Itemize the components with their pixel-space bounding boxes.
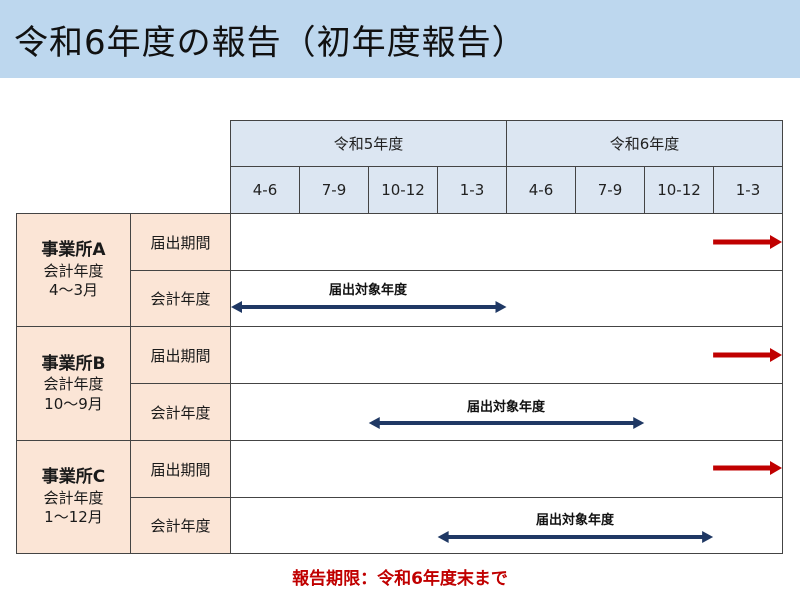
quarter-header: 1-3 [437,166,507,214]
row-label-text: 届出期間 [150,460,211,479]
quarter-header: 7-9 [299,166,369,214]
row-label-fiscal: 会計年度 [130,270,231,327]
target-label-b: 届出対象年度 [466,400,546,415]
office-b-cell: 事業所B 会計年度 10～9月 [16,326,131,441]
row-label-text: 会計年度 [150,517,211,535]
row-label-submission: 届出期間 [130,326,231,384]
year-label: 令和6年度 [609,135,680,153]
fiscal-period: 1～12月 [44,508,103,527]
gantt-row [230,383,783,441]
gantt-row [230,270,783,327]
fiscal-label: 会計年度 [43,375,104,394]
quarter-label: 10-12 [381,181,425,199]
target-label-c: 届出対象年度 [535,513,615,528]
office-name: 事業所C [41,467,106,488]
quarter-label: 1-3 [459,181,485,199]
quarter-label: 4-6 [528,181,554,199]
quarter-header: 1-3 [713,166,783,214]
gantt-row [230,213,783,271]
quarter-header: 7-9 [575,166,645,214]
office-a-cell: 事業所A 会計年度 4～3月 [16,213,131,327]
quarter-header: 4-6 [230,166,300,214]
year-header-r6: 令和6年度 [506,120,783,167]
year-label: 令和5年度 [333,135,404,153]
row-label-text: 会計年度 [150,403,211,422]
row-label-submission: 届出期間 [130,440,231,498]
fiscal-label: 会計年度 [43,488,104,507]
target-label-a: 届出対象年度 [328,283,408,298]
fiscal-period: 4～3月 [48,281,99,300]
office-c-cell: 事業所C 会計年度 1～12月 [16,440,131,554]
fiscal-label: 会計年度 [43,261,104,280]
year-header-r5: 令和5年度 [230,120,507,167]
office-name: 事業所A [41,240,106,261]
gantt-row [230,326,783,384]
row-label-submission: 届出期間 [130,213,231,271]
title-bar: 令和6年度の報告（初年度報告） [0,0,800,78]
office-name: 事業所B [41,353,106,374]
page-title: 令和6年度の報告（初年度報告） [14,22,527,63]
row-label-text: 届出期間 [150,346,211,365]
quarter-header: 10-12 [644,166,714,214]
row-label-text: 届出期間 [150,233,211,252]
quarter-label: 7-9 [321,181,347,199]
fiscal-period: 10～9月 [44,394,103,413]
gantt-row [230,497,783,554]
quarter-label: 4-6 [252,181,278,199]
quarter-header: 4-6 [506,166,576,214]
row-label-text: 会計年度 [150,290,211,308]
quarter-label: 1-3 [735,181,761,199]
row-label-fiscal: 会計年度 [130,383,231,441]
quarter-label: 10-12 [657,181,701,199]
deadline-note: 報告期限：令和6年度末まで [292,569,508,589]
row-label-fiscal: 会計年度 [130,497,231,554]
quarter-header: 10-12 [368,166,438,214]
quarter-label: 7-9 [597,181,623,199]
gantt-row [230,440,783,498]
